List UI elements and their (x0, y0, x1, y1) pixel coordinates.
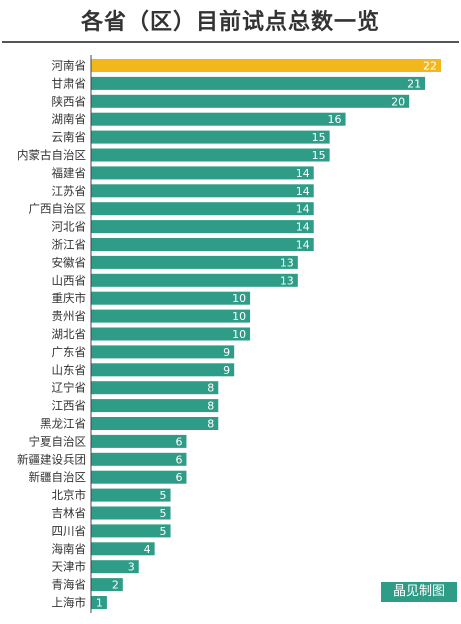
data-label: 6 (175, 435, 182, 448)
category-label: 江西省 (52, 399, 87, 413)
bar (91, 309, 251, 323)
category-label: 湖北省 (52, 327, 87, 341)
data-label: 22 (423, 60, 437, 73)
data-label: 14 (296, 185, 310, 198)
data-label: 8 (207, 418, 214, 431)
category-label: 陕西省 (52, 94, 87, 108)
bar (91, 363, 235, 377)
category-label: 江苏省 (52, 184, 87, 198)
data-label: 2 (112, 579, 119, 592)
bar (91, 542, 155, 556)
bar (91, 560, 139, 574)
bar (91, 202, 314, 216)
title-divider (2, 41, 459, 43)
data-label: 9 (223, 346, 230, 359)
data-label: 21 (407, 77, 421, 90)
category-label: 内蒙古自治区 (17, 148, 86, 162)
chart-title: 各省（区）目前试点总数一览 (80, 10, 380, 35)
category-label: 山东省 (52, 363, 87, 377)
data-label: 6 (175, 453, 182, 466)
category-label: 安徽省 (52, 255, 87, 269)
data-label: 5 (160, 507, 167, 520)
category-label: 天津市 (52, 560, 87, 574)
category-label: 广东省 (52, 345, 87, 359)
data-label: 15 (312, 131, 326, 144)
data-label: 10 (232, 310, 246, 323)
category-label: 新疆自治区 (29, 470, 87, 484)
bar (91, 470, 187, 484)
category-label: 海南省 (52, 542, 87, 556)
bar (91, 112, 346, 126)
bar (91, 273, 298, 287)
category-label: 四川省 (52, 524, 87, 538)
data-label: 14 (296, 203, 310, 216)
bar (91, 166, 314, 180)
data-label: 6 (175, 471, 182, 484)
category-label: 北京市 (52, 488, 87, 502)
category-label: 云南省 (52, 130, 87, 144)
category-label: 新疆建设兵团 (17, 452, 86, 466)
category-label: 重庆市 (52, 291, 87, 305)
bar (91, 578, 123, 592)
category-label: 黑龙江省 (40, 417, 86, 431)
data-label: 14 (296, 239, 310, 252)
category-label: 宁夏自治区 (29, 434, 87, 448)
category-label: 辽宁省 (52, 381, 87, 395)
bar (91, 327, 251, 341)
category-label: 山西省 (52, 273, 87, 287)
bar (91, 59, 441, 72)
data-label: 10 (232, 292, 246, 305)
bar (91, 381, 219, 395)
bar (91, 417, 219, 430)
category-label: 贵州省 (52, 309, 87, 323)
data-label: 8 (207, 382, 214, 395)
bar (91, 76, 426, 90)
bar (91, 524, 171, 538)
data-label: 16 (328, 113, 342, 126)
data-label: 5 (160, 525, 167, 538)
data-label: 8 (207, 400, 214, 413)
bar (91, 238, 314, 251)
data-label: 9 (223, 364, 230, 377)
bar (91, 291, 251, 305)
bar (91, 255, 298, 269)
data-label: 3 (128, 561, 135, 574)
data-label: 14 (296, 167, 310, 180)
category-label: 河南省 (52, 59, 87, 73)
category-label: 广西自治区 (29, 202, 87, 216)
data-label: 14 (296, 221, 310, 234)
category-label: 上海市 (52, 596, 87, 610)
category-label: 福建省 (52, 166, 87, 180)
watermark: 晶见制图 (381, 582, 457, 602)
bar (91, 184, 314, 198)
category-label: 甘肃省 (52, 76, 87, 90)
data-label: 13 (280, 256, 294, 269)
bar (91, 506, 171, 520)
data-label: 10 (232, 328, 246, 341)
bar (91, 399, 219, 413)
bar (91, 94, 410, 108)
data-label: 1 (96, 597, 103, 610)
data-label: 5 (160, 489, 167, 502)
category-label: 湖南省 (52, 112, 87, 126)
category-label: 吉林省 (52, 506, 87, 520)
data-label: 4 (144, 543, 151, 556)
category-label: 青海省 (52, 578, 87, 592)
category-label: 河北省 (52, 220, 87, 234)
data-label: 15 (312, 149, 326, 162)
bar (91, 452, 187, 466)
bar (91, 220, 314, 234)
data-label: 20 (391, 95, 405, 108)
bar (91, 148, 330, 162)
bar (91, 434, 187, 448)
bar (91, 345, 235, 359)
bar (91, 488, 171, 502)
bar (91, 130, 330, 144)
bar (91, 596, 107, 609)
data-label: 13 (280, 274, 294, 287)
category-label: 浙江省 (52, 238, 87, 252)
